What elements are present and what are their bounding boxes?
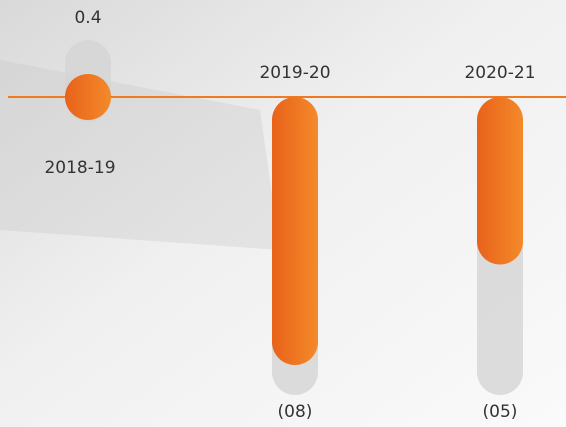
category-label: 2019-20 — [259, 63, 330, 83]
value-label: (05) — [483, 402, 518, 422]
category-label: 2020-21 — [464, 63, 535, 83]
bar — [65, 74, 111, 120]
bar — [477, 97, 523, 265]
bar — [272, 97, 318, 365]
value-label: (08) — [278, 402, 313, 422]
category-label: 2018-19 — [44, 158, 115, 178]
value-label: 0.4 — [74, 8, 101, 28]
